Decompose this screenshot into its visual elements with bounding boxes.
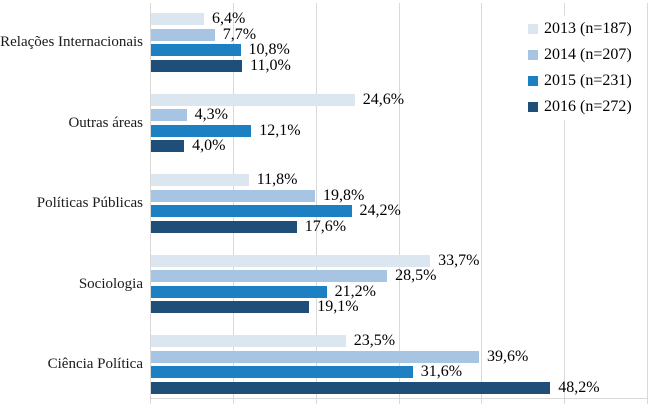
bar (151, 44, 241, 56)
bar-value-label: 24,6% (362, 90, 405, 108)
bar (151, 381, 551, 394)
category-label: Sociologia (78, 275, 143, 292)
bar (151, 350, 479, 363)
category-label: Outras áreas (68, 114, 143, 131)
gridline (564, 3, 565, 398)
bar-value-label: 19,8% (323, 186, 365, 204)
bar-value-label: 23,5% (353, 332, 396, 349)
bar-value-label: 6,4% (212, 10, 246, 27)
bar (151, 59, 243, 72)
bar (151, 13, 204, 25)
axis-tick (481, 398, 482, 404)
bar-value-label: 21,2% (334, 282, 376, 300)
legend-label: 2013 (n=187) (544, 20, 632, 37)
gridline (316, 3, 317, 398)
bar (151, 140, 185, 152)
axis-tick (399, 398, 400, 404)
bar-value-label: 4,3% (194, 106, 228, 123)
bar-value-label: 24,2% (359, 202, 401, 219)
axis-tick (150, 398, 151, 404)
bar-value-label: 31,6% (420, 363, 463, 380)
x-axis-line (150, 398, 648, 399)
bar-value-label: 28,5% (395, 267, 437, 284)
gridline (399, 3, 400, 398)
bar-value-label: 11,0% (250, 56, 291, 74)
bar-value-label: 33,7% (438, 251, 480, 269)
bar (151, 189, 315, 202)
legend: 2013 (n=187) 2014 (n=207) 2015 (n=231) 2016… (520, 16, 636, 120)
legend-swatch-icon (528, 24, 538, 34)
bar-value-label: 4,0% (192, 137, 226, 154)
legend-item: 2014 (n=207) (528, 42, 632, 68)
bar-value-label: 48,2% (558, 378, 600, 396)
bar-value-label: 10,8% (248, 41, 290, 58)
gridline (481, 3, 482, 398)
category-label: Relações Internacionais (0, 34, 143, 51)
category-label: Políticas Públicas (36, 195, 143, 212)
legend-label: 2016 (n=272) (544, 98, 632, 115)
legend-swatch-icon (528, 50, 538, 60)
legend-label: 2015 (n=231) (544, 72, 632, 89)
legend-label: 2014 (n=207) (544, 46, 632, 63)
gridline (647, 3, 648, 398)
bar (151, 270, 388, 282)
bar (151, 335, 346, 347)
axis-tick (233, 398, 234, 404)
bar-value-label: 7,7% (222, 25, 257, 43)
gridline (150, 3, 151, 398)
category-label: Ciência Política (47, 356, 143, 373)
legend-item: 2013 (n=187) (528, 16, 632, 42)
bar (151, 220, 297, 233)
bar (151, 285, 327, 298)
bar-value-label: 19,1% (317, 298, 359, 315)
legend-swatch-icon (528, 102, 538, 112)
bar-value-label: 12,1% (259, 121, 301, 139)
bar (151, 174, 249, 186)
bar (151, 28, 215, 41)
bar (151, 93, 355, 106)
bar (151, 301, 310, 313)
bar-value-label: 11,8% (256, 171, 298, 188)
bar (151, 366, 413, 378)
legend-item: 2016 (n=272) (528, 94, 632, 120)
bar-value-label: 17,6% (304, 217, 347, 235)
bar (151, 205, 352, 217)
bar (151, 109, 187, 121)
bar (151, 124, 252, 137)
legend-swatch-icon (528, 76, 538, 86)
bar (151, 254, 431, 267)
axis-tick (564, 398, 565, 404)
bar-value-label: 39,6% (487, 347, 529, 365)
axis-tick (647, 398, 648, 404)
legend-item: 2015 (n=231) (528, 68, 632, 94)
axis-tick (316, 398, 317, 404)
category-axis: Relações Internacionais Outras áreas Polít… (0, 0, 150, 408)
